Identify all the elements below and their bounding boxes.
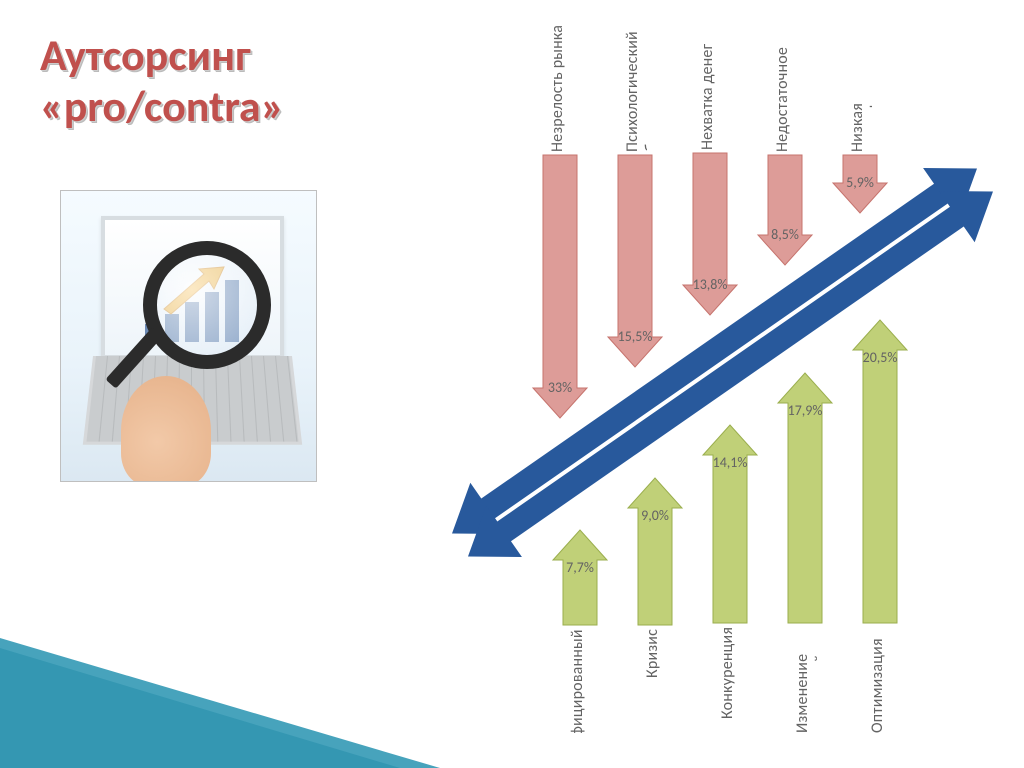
title-line1: Аутсорсинг <box>40 28 251 82</box>
svg-text:8,5%: 8,5% <box>771 226 799 243</box>
svg-text:5,9%: 5,9% <box>846 174 874 191</box>
svg-text:13,8%: 13,8% <box>693 276 728 293</box>
hand-graphic <box>121 376 211 482</box>
title-line2: «pro/contra» <box>40 79 284 133</box>
magnifier-icon <box>143 241 271 369</box>
svg-text:7,7%: 7,7% <box>566 559 594 576</box>
pro-contra-chart: 33%Незрелость рынка15,5%Психологический … <box>430 15 1010 735</box>
svg-text:33%: 33% <box>548 379 572 396</box>
corner-triangle-front <box>0 638 440 768</box>
svg-text:9,0%: 9,0% <box>641 507 669 524</box>
slide-title: Аутсорсинг «pro/contra» <box>40 30 284 131</box>
svg-text:17,9%: 17,9% <box>788 402 823 419</box>
svg-text:15,5%: 15,5% <box>618 328 653 345</box>
svg-text:20,5%: 20,5% <box>863 349 898 366</box>
illustration-photo <box>60 190 317 482</box>
svg-text:14,1%: 14,1% <box>713 454 748 471</box>
